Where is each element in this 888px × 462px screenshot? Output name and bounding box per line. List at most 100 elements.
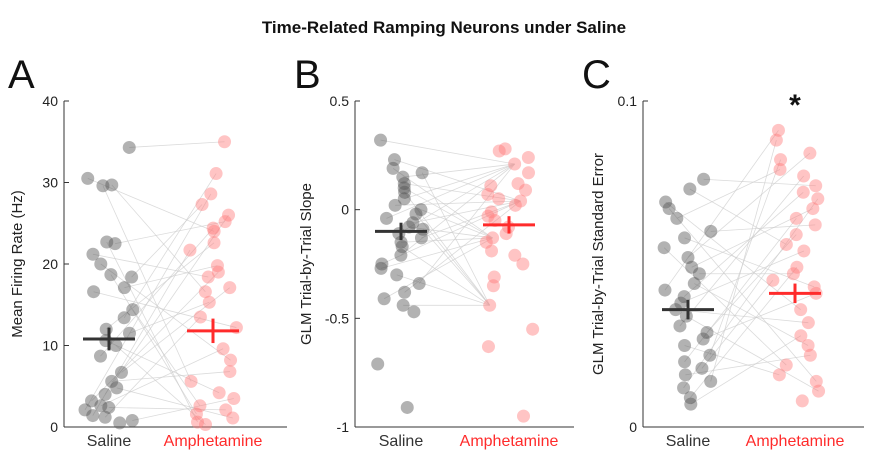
data-point-saline <box>113 416 127 430</box>
data-point-saline <box>696 332 710 346</box>
data-point-saline <box>125 270 139 284</box>
pair-line <box>400 163 515 256</box>
data-point-amphetamine <box>210 259 224 273</box>
pair-line <box>412 200 521 224</box>
y-tick-label: 0 <box>50 419 58 435</box>
pair-line <box>676 169 781 219</box>
data-point-saline <box>684 397 698 411</box>
data-point-saline <box>704 374 718 388</box>
data-point-amphetamine <box>219 403 233 417</box>
data-point-saline <box>407 305 421 319</box>
data-point-saline <box>692 267 706 281</box>
y-tick-label: 30 <box>42 175 58 191</box>
pair-line <box>129 141 225 148</box>
y-axis-label: GLM Trial-by-Trial Slope <box>298 183 315 345</box>
data-point-saline <box>99 322 113 336</box>
y-tick-label: -0.5 <box>325 310 349 326</box>
data-point-amphetamine <box>216 342 230 356</box>
pair-line <box>123 173 217 319</box>
data-point-saline <box>93 349 107 363</box>
data-point-saline <box>379 211 393 225</box>
data-point-saline <box>703 348 717 362</box>
pair-line <box>111 184 206 292</box>
data-point-amphetamine <box>222 208 236 222</box>
data-point-amphetamine <box>522 166 536 180</box>
data-point-amphetamine <box>483 298 497 312</box>
data-point-saline <box>678 355 692 369</box>
data-point-saline <box>108 237 122 251</box>
data-point-saline <box>114 365 128 379</box>
data-point-amphetamine <box>209 167 223 181</box>
data-point-amphetamine <box>811 192 825 206</box>
data-point-amphetamine <box>790 260 804 274</box>
data-point-amphetamine <box>797 244 811 258</box>
data-point-amphetamine <box>806 202 820 216</box>
data-point-saline <box>679 309 693 323</box>
data-point-amphetamine <box>487 270 501 284</box>
data-point-saline <box>117 311 131 325</box>
data-point-saline <box>687 277 701 291</box>
pair-line <box>404 200 521 293</box>
pair-line <box>105 340 220 394</box>
pair-line <box>396 274 490 306</box>
pair-line <box>703 178 816 187</box>
pair-line <box>380 237 493 269</box>
panel-b: B -1 -0.5 0 0.5 GLM Trial-by-Trial Slope Salin… <box>294 53 574 450</box>
data-point-amphetamine <box>193 310 207 324</box>
pair-line <box>100 227 214 357</box>
data-point-saline <box>659 195 673 209</box>
pair-line <box>100 348 224 407</box>
data-point-amphetamine <box>508 248 522 262</box>
pair-line <box>129 301 210 334</box>
data-point-amphetamine <box>508 198 522 212</box>
data-point-saline <box>371 357 385 371</box>
figure-title: Time-Related Ramping Neurons under Salin… <box>261 18 627 37</box>
pair-line <box>404 163 515 200</box>
data-point-amphetamine <box>803 146 817 160</box>
data-point-saline <box>126 303 140 317</box>
data-point-saline <box>414 203 428 217</box>
data-point-amphetamine <box>808 218 822 232</box>
data-point-saline <box>396 170 410 184</box>
pair-line <box>106 241 198 423</box>
category-label-amphetamine: Amphetamine <box>460 433 559 450</box>
pair-line <box>664 130 779 291</box>
data-point-saline <box>94 257 108 271</box>
data-point-saline <box>86 247 100 261</box>
pair-line <box>91 271 219 402</box>
data-point-saline <box>678 368 692 382</box>
data-point-amphetamine <box>521 151 535 165</box>
data-point-saline <box>674 296 688 310</box>
pair-line <box>104 316 201 418</box>
pair-line <box>709 159 781 356</box>
data-point-saline <box>388 198 402 212</box>
pair-line <box>689 188 787 245</box>
pair-line <box>105 242 215 330</box>
data-point-amphetamine <box>486 231 500 245</box>
data-point-saline <box>105 178 119 192</box>
y-tick-label: 0.1 <box>618 93 638 109</box>
y-tick-label: 10 <box>42 338 58 354</box>
pair-line <box>684 345 780 376</box>
data-point-saline <box>85 394 99 408</box>
panel-c: C 0 0.1 GLM Trial-by-Trial Standard Error Sa… <box>582 53 864 450</box>
data-point-saline <box>683 182 697 196</box>
data-point-saline <box>94 399 108 413</box>
data-point-saline <box>125 413 139 427</box>
pair-line <box>420 209 493 239</box>
data-point-amphetamine <box>508 157 522 171</box>
pair-line <box>685 354 811 376</box>
data-point-saline <box>683 391 697 405</box>
data-point-amphetamine <box>526 322 540 336</box>
data-point-amphetamine <box>801 339 815 352</box>
pair-line <box>104 214 229 395</box>
pair-line <box>421 200 521 239</box>
pair-line <box>84 193 212 411</box>
data-point-saline <box>398 285 412 299</box>
significance-marker: * <box>789 89 801 122</box>
data-point-amphetamine <box>206 221 220 235</box>
pair-line <box>701 280 774 369</box>
data-point-saline <box>406 216 420 230</box>
pair-line <box>102 185 192 382</box>
pair-line <box>418 163 515 284</box>
